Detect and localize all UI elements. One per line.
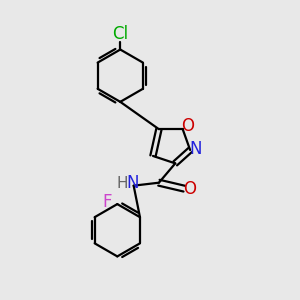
Text: N: N	[126, 174, 138, 192]
Text: Cl: Cl	[112, 25, 128, 43]
Text: O: O	[183, 180, 196, 198]
Text: F: F	[102, 193, 112, 211]
Text: N: N	[189, 140, 202, 158]
Text: H: H	[116, 176, 128, 191]
Text: O: O	[181, 117, 194, 135]
